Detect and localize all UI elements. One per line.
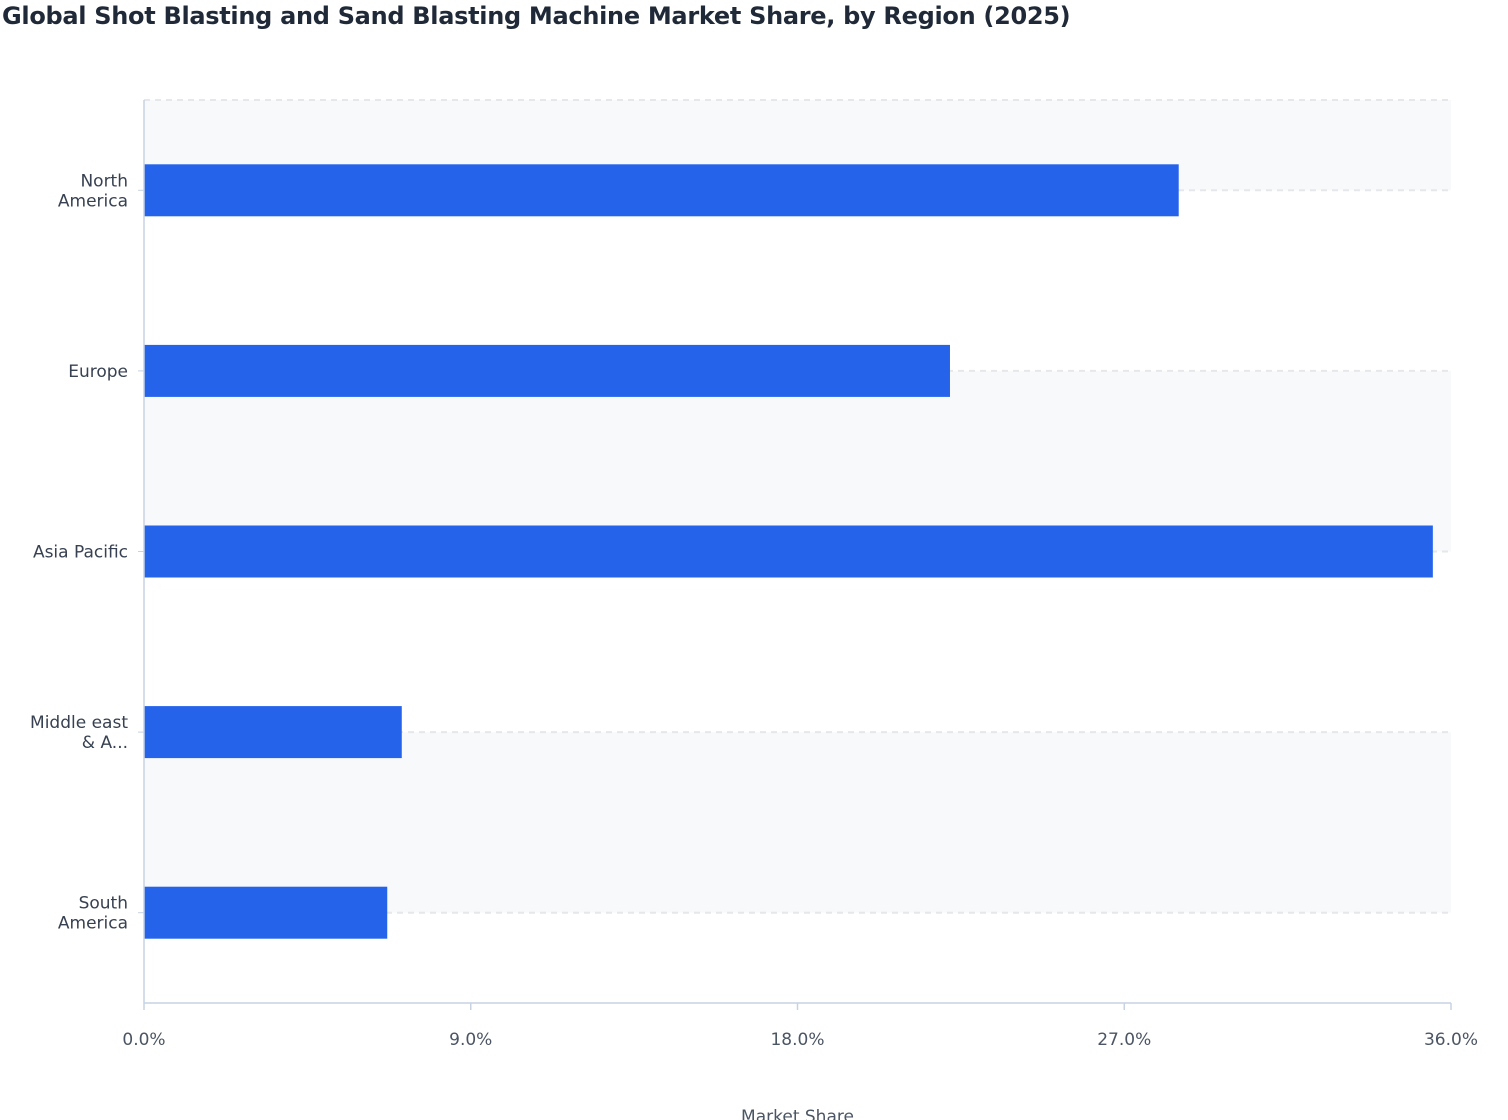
bar-3 bbox=[144, 706, 402, 759]
category-label: South bbox=[79, 894, 128, 914]
bar-2 bbox=[144, 525, 1433, 578]
bar-1 bbox=[144, 344, 950, 397]
x-axis-label: Market Share bbox=[741, 1107, 854, 1120]
bar-4 bbox=[144, 886, 388, 939]
category-label: Europe bbox=[68, 362, 128, 382]
bar-0 bbox=[144, 164, 1179, 217]
x-tick-label: 36.0% bbox=[1424, 1030, 1478, 1050]
x-tick-label: 0.0% bbox=[122, 1030, 165, 1050]
category-label: Middle east bbox=[30, 713, 128, 733]
x-tick-label: 18.0% bbox=[770, 1030, 824, 1050]
category-label: Asia Pacific bbox=[33, 543, 128, 563]
category-label: America bbox=[58, 191, 128, 211]
x-tick-label: 9.0% bbox=[449, 1030, 492, 1050]
chart-title: Global Shot Blasting and Sand Blasting M… bbox=[2, 2, 1071, 30]
x-tick-label: 27.0% bbox=[1097, 1030, 1151, 1050]
category-label: & A... bbox=[82, 733, 128, 753]
background-band bbox=[144, 370, 1451, 552]
category-label: America bbox=[58, 914, 128, 934]
category-label: North bbox=[80, 171, 128, 191]
background-band bbox=[144, 732, 1451, 913]
